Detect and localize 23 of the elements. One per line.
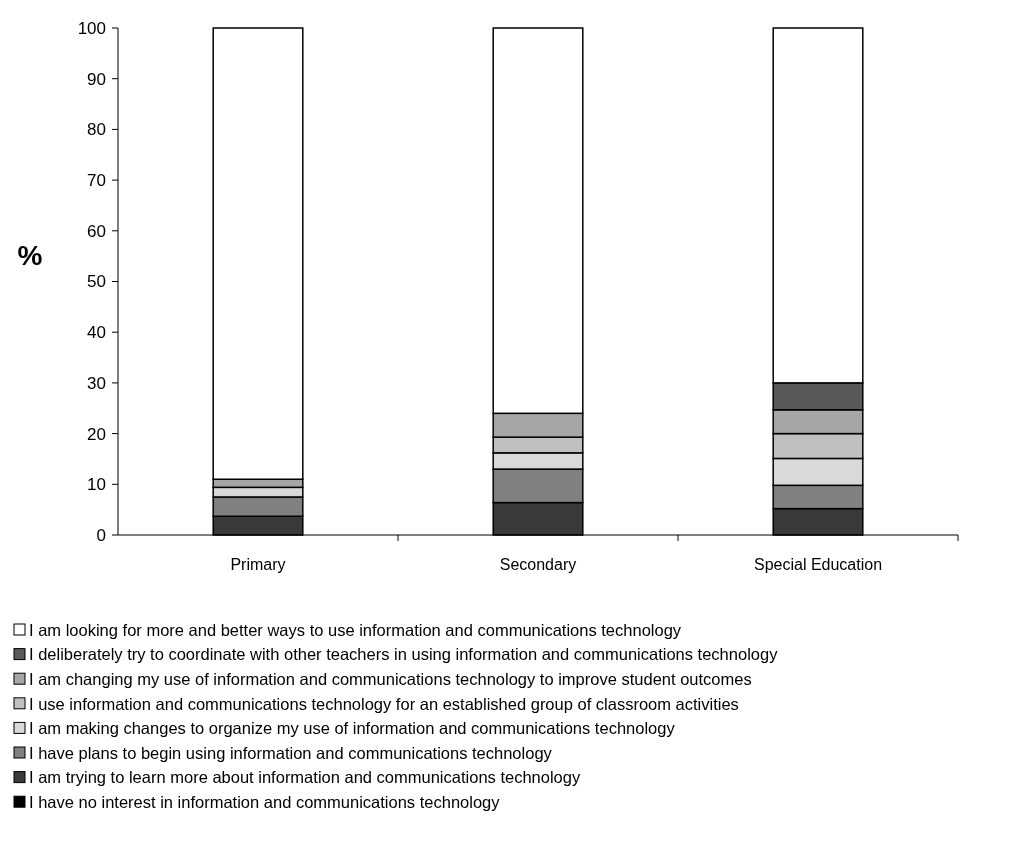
y-tick-label: 40 <box>87 323 106 343</box>
y-tick-label: 0 <box>96 525 106 545</box>
legend-label: I deliberately try to coordinate with other teachers in using information and communications technology <box>29 645 779 664</box>
y-axis-title: % <box>17 240 43 271</box>
legend-label: I have no interest in information and communications technology <box>29 792 501 811</box>
legend-label: I am changing my use of information and communications technology to improve student outcomes <box>29 669 752 688</box>
y-tick-label: 10 <box>87 475 106 495</box>
y-tick-label: 20 <box>87 424 106 444</box>
y-tick-label: 50 <box>87 272 106 292</box>
x-tick-label: Secondary <box>499 556 577 573</box>
x-tick-label: Primary <box>230 556 286 573</box>
legend-label: I am looking for more and better ways to use information and communications technology <box>29 620 682 639</box>
x-tick-label: Special Education <box>753 556 883 573</box>
y-tick-label: 60 <box>87 221 106 241</box>
y-tick-label: 30 <box>87 373 106 393</box>
legend-label: I am making changes to organize my use of information and communications technology <box>29 719 676 738</box>
legend-label: I am trying to learn more about information and communications technology <box>29 768 581 787</box>
legend-label: I have plans to begin using information and communications technology <box>29 743 553 762</box>
y-tick-label: 100 <box>77 18 106 38</box>
y-tick-label: 90 <box>87 69 106 89</box>
y-tick-label: 80 <box>87 120 106 140</box>
legend-label: I use information and communications technology for an established group of classroom activities <box>29 694 739 713</box>
y-tick-label: 70 <box>87 171 106 191</box>
